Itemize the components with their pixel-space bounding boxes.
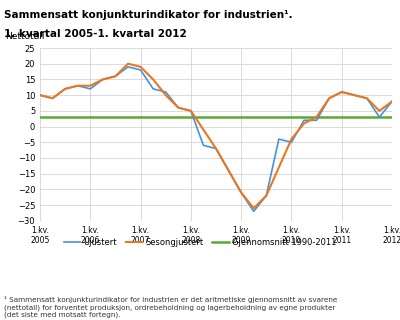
Ujustert [50,96,55,100]
Ujustert [163,90,168,94]
Sesongjustert [214,147,218,150]
Sesongjustert [239,191,244,195]
Sesongjustert [100,77,105,81]
Ujustert [138,68,143,72]
Sesongjustert [314,115,319,119]
Gjennomsnitt 1990-2011 [38,115,42,119]
Ujustert [176,106,181,110]
Ujustert [377,115,382,119]
Ujustert [100,77,105,81]
Ujustert [113,74,118,78]
Sesongjustert [38,93,42,97]
Sesongjustert [289,137,294,141]
Text: 1. kvartal 2005-1. kvartal 2012: 1. kvartal 2005-1. kvartal 2012 [4,29,187,39]
Ujustert [390,100,394,103]
Ujustert [188,109,193,113]
Ujustert [126,65,130,69]
Sesongjustert [138,65,143,69]
Sesongjustert [251,206,256,210]
Ujustert [327,96,332,100]
Text: ¹ Sammensatt konjunkturindikator for industrien er det aritmetiske gjennomsnitt : ¹ Sammensatt konjunkturindikator for ind… [4,296,337,318]
Gjennomsnitt 1990-2011 [50,115,55,119]
Ujustert [352,93,357,97]
Ujustert [214,147,218,150]
Sesongjustert [364,96,369,100]
Sesongjustert [163,93,168,97]
Sesongjustert [377,109,382,113]
Sesongjustert [264,194,269,197]
Ujustert [88,87,93,91]
Sesongjustert [176,106,181,110]
Ujustert [239,191,244,195]
Ujustert [251,210,256,213]
Line: Ujustert: Ujustert [40,67,392,212]
Sesongjustert [302,122,306,125]
Ujustert [75,84,80,88]
Ujustert [276,137,281,141]
Line: Sesongjustert: Sesongjustert [40,64,392,208]
Sesongjustert [352,93,357,97]
Legend: Ujustert, Sesongjustert, Gjennomsnitt 1990-2011: Ujustert, Sesongjustert, Gjennomsnitt 19… [60,235,340,250]
Ujustert [38,93,42,97]
Sesongjustert [50,96,55,100]
Sesongjustert [88,84,93,88]
Sesongjustert [276,165,281,169]
Ujustert [302,118,306,122]
Sesongjustert [188,109,193,113]
Ujustert [364,96,369,100]
Text: Sammensatt konjunkturindikator for industrien¹.: Sammensatt konjunkturindikator for indus… [4,10,293,20]
Sesongjustert [113,74,118,78]
Sesongjustert [339,90,344,94]
Sesongjustert [63,87,68,91]
Ujustert [226,169,231,172]
Sesongjustert [390,100,394,103]
Sesongjustert [201,128,206,132]
Sesongjustert [151,77,156,81]
Ujustert [264,194,269,197]
Ujustert [314,118,319,122]
Sesongjustert [327,96,332,100]
Ujustert [151,87,156,91]
Ujustert [201,143,206,147]
Sesongjustert [126,62,130,66]
Text: Nettotall: Nettotall [5,32,44,41]
Sesongjustert [226,169,231,172]
Ujustert [289,140,294,144]
Ujustert [339,90,344,94]
Sesongjustert [75,84,80,88]
Ujustert [63,87,68,91]
